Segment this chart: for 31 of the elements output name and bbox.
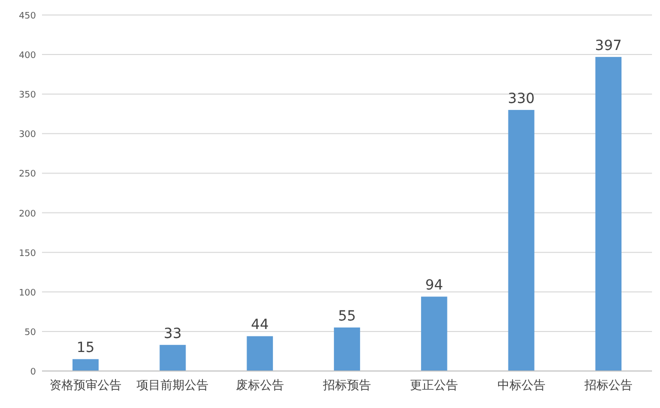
y-tick-label: 400 (18, 51, 36, 62)
bar (508, 110, 534, 371)
bar (246, 336, 273, 371)
data-label: 33 (164, 326, 182, 342)
data-label: 397 (595, 38, 622, 54)
y-tick-label: 150 (18, 248, 36, 259)
x-tick-label: 招标公告 (583, 378, 632, 392)
y-tick-label: 0 (30, 368, 36, 378)
data-label: 15 (76, 340, 94, 356)
bar (72, 359, 99, 371)
x-tick-label: 废标公告 (236, 378, 284, 392)
x-tick-label: 招标预告 (322, 378, 371, 392)
bar (595, 56, 622, 371)
y-tick-label: 200 (18, 209, 36, 220)
bar (160, 344, 186, 371)
y-tick-label: 250 (18, 170, 36, 180)
y-tick-label: 100 (18, 288, 36, 298)
data-label: 44 (250, 317, 269, 334)
y-tick-label: 350 (18, 90, 36, 101)
x-tick-label: 中标公告 (497, 378, 546, 392)
data-label: 94 (425, 278, 444, 294)
x-tick-label: 更正公告 (410, 378, 458, 392)
bar (421, 296, 448, 371)
x-tick-label: 资格预审公告 (50, 378, 122, 392)
bar (334, 327, 360, 371)
y-tick-label: 50 (24, 328, 36, 338)
y-tick-label: 300 (18, 130, 36, 140)
data-label: 330 (508, 90, 535, 107)
data-label: 55 (338, 308, 356, 324)
x-tick-label: 项目前期公告 (136, 378, 209, 392)
y-tick-label: 450 (18, 12, 36, 22)
